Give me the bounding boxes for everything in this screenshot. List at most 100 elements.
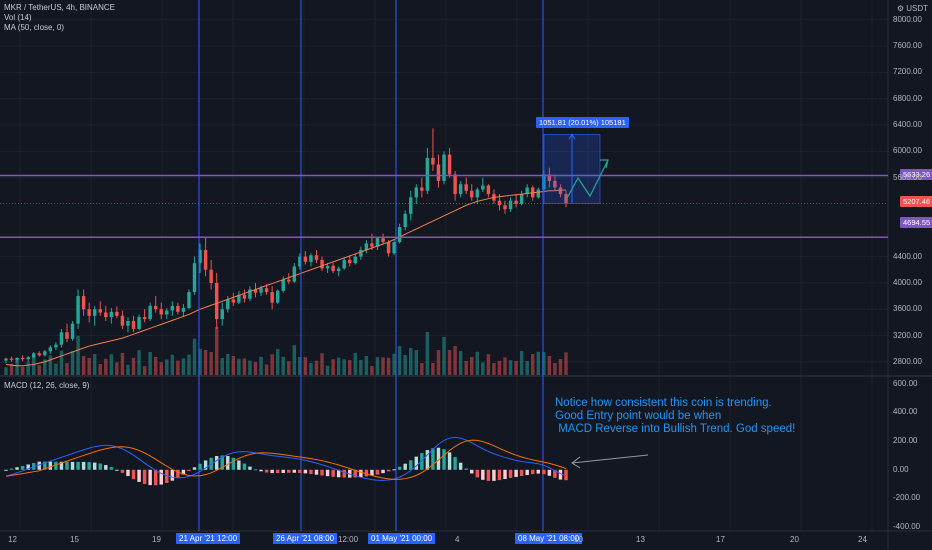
candle-body — [48, 347, 53, 352]
volume-bar — [542, 352, 546, 375]
candle-body — [386, 242, 391, 254]
candle-body — [464, 184, 468, 191]
candle-body — [9, 358, 14, 360]
volume-bar — [381, 357, 385, 375]
annotation-text[interactable]: Notice how consistent this coin is trend… — [555, 397, 796, 435]
macd-histogram-bar — [142, 469, 147, 484]
volume-bar — [481, 362, 485, 375]
candle-body — [325, 265, 330, 269]
volume-bar — [264, 364, 269, 375]
volume-bar — [59, 350, 64, 375]
candle-body — [4, 358, 8, 361]
candle-body — [547, 174, 552, 181]
macd-histogram-bar — [481, 469, 485, 480]
macd-histogram-bar — [165, 469, 169, 483]
macd-histogram-bar — [242, 463, 247, 470]
candle-body — [519, 194, 524, 204]
candle-body — [281, 279, 285, 291]
time-axis-label: 17 — [716, 535, 725, 544]
volume-bar — [464, 361, 468, 375]
candle-body — [259, 288, 263, 293]
candle-body — [558, 187, 563, 195]
candle-body — [32, 353, 36, 358]
macd-histogram-bar — [70, 461, 75, 470]
candle-body — [397, 226, 402, 243]
symbol-title: MKR / TetherUS, 4h, BINANCE — [4, 3, 115, 12]
time-axis-label: 15 — [70, 535, 79, 544]
macd-histogram-bar — [503, 469, 507, 480]
macd-histogram-bar — [492, 469, 496, 481]
macd-histogram-bar — [564, 469, 568, 481]
macd-histogram-bar — [65, 461, 69, 470]
volume-bar — [248, 360, 252, 375]
volume-bar — [442, 337, 446, 375]
macd-histogram-bar — [536, 469, 540, 474]
candle-body — [342, 259, 346, 269]
macd-histogram-bar — [231, 457, 236, 470]
macd-histogram-bar — [531, 469, 535, 475]
macd-histogram-bar — [542, 469, 546, 475]
volume-bar — [370, 366, 374, 375]
time-axis-label: 12 — [8, 535, 17, 544]
volume-bar — [242, 358, 247, 375]
macd-histogram-bar — [442, 449, 446, 470]
candle-body — [253, 289, 258, 293]
macd-histogram-bar — [203, 460, 208, 470]
candle-body — [214, 282, 219, 320]
candle-body — [314, 255, 319, 260]
volume-bar — [9, 363, 14, 375]
candle-body — [192, 263, 197, 293]
macd-histogram-bar — [314, 469, 319, 475]
volume-bar — [314, 360, 319, 375]
candle-body — [287, 279, 291, 282]
candle-body — [481, 185, 485, 190]
candle-body — [353, 256, 358, 264]
candle-body — [120, 315, 125, 326]
candle-body — [375, 238, 380, 247]
macd-histogram-bar — [342, 469, 346, 478]
candle-body — [370, 243, 374, 247]
volume-bar — [508, 360, 513, 375]
macd-histogram-bar — [436, 447, 441, 470]
candle-body — [248, 289, 252, 299]
volume-bar — [342, 359, 346, 375]
volume-bar — [553, 363, 557, 375]
candle-body — [76, 296, 80, 324]
macd-histogram-bar — [15, 467, 19, 470]
price-axis-label: 4000.00 — [893, 277, 922, 287]
volume-bar — [320, 353, 324, 375]
volume-bar — [453, 346, 457, 375]
time-axis-label: 10 — [574, 535, 583, 544]
time-axis-label: 08 May '21 08:00 — [515, 533, 583, 544]
candle-body — [220, 309, 224, 320]
volume-bar — [54, 363, 58, 375]
candle-body — [486, 185, 491, 195]
macd-axis-label: 0.00 — [893, 464, 909, 474]
volume-bar — [115, 362, 119, 375]
macd-histogram-bar — [4, 469, 8, 471]
volume-bar — [414, 350, 419, 375]
volume-bar — [214, 327, 219, 375]
volume-bar — [303, 357, 308, 375]
volume-bar — [364, 356, 369, 375]
time-axis-label: 01 May '21 00:00 — [368, 533, 436, 544]
volume-bar — [458, 351, 463, 375]
macd-histogram-bar — [287, 469, 291, 473]
macd-histogram-bar — [420, 453, 424, 470]
candle-body — [70, 323, 75, 339]
volume-bar — [4, 367, 8, 375]
candle-body — [131, 321, 136, 329]
volume-bar — [309, 363, 313, 375]
candle-body — [336, 268, 341, 272]
candle-body — [514, 200, 518, 204]
price-axis-label: 3600.00 — [893, 304, 922, 314]
volume-bar — [20, 366, 25, 375]
macd-histogram-bar — [275, 469, 280, 474]
settings-icon[interactable]: ⚙ — [896, 4, 907, 13]
time-axis-label: 13 — [636, 535, 645, 544]
candle-body — [364, 243, 369, 250]
time-axis-label: 19 — [152, 535, 161, 544]
measure-arrow-head — [568, 133, 576, 140]
currency-label[interactable]: ⚙ USDT — [896, 4, 928, 13]
